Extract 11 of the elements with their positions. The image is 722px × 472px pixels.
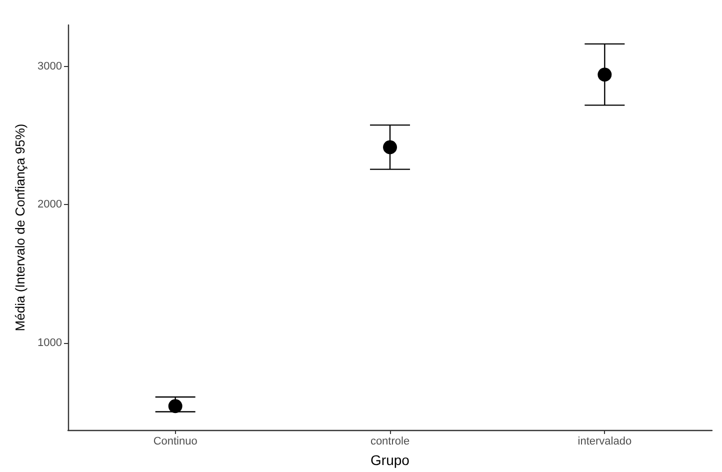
y-tick-label: 1000: [38, 336, 62, 349]
y-axis-title: Média (Intervalo de Confiança 95%): [12, 124, 28, 332]
point: [598, 68, 612, 82]
x-axis-title: Grupo: [370, 452, 410, 468]
point: [383, 140, 397, 154]
y-tick-label: 3000: [38, 60, 62, 72]
y-tick-label: 2000: [38, 198, 62, 211]
x-tick-label: Continuo: [153, 436, 198, 448]
point: [168, 399, 182, 414]
x-tick-label: controle: [370, 436, 410, 448]
x-tick-label: intervalado: [578, 436, 632, 448]
